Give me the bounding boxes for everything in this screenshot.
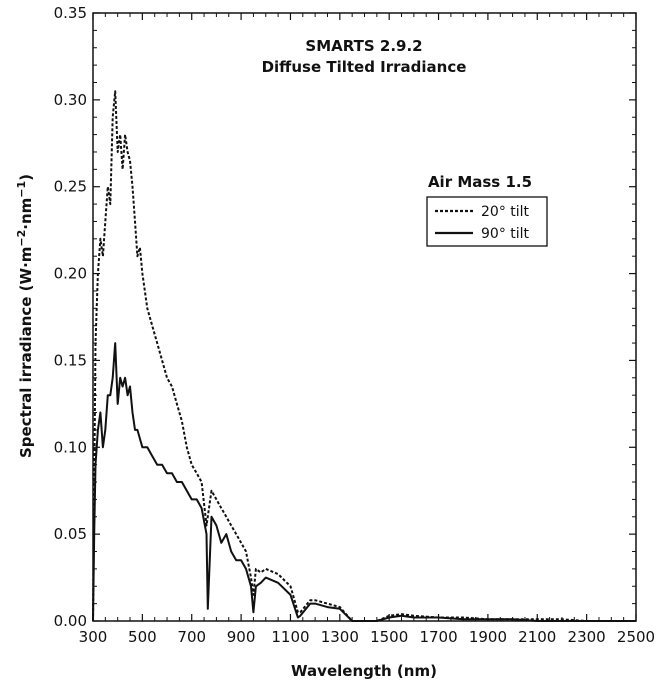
legend-title: Air Mass 1.5 <box>428 173 532 191</box>
x-tick-label: 700 <box>177 628 206 646</box>
x-tick-label: 500 <box>128 628 157 646</box>
legend-label-20: 20° tilt <box>481 204 530 220</box>
series-line-90-tilt <box>92 342 636 622</box>
y-tick-label: 0.00 <box>54 612 87 630</box>
x-tick-label: 1100 <box>271 628 309 646</box>
x-axis-title: Wavelength (nm) <box>291 662 437 680</box>
x-tick-label: 2100 <box>518 628 556 646</box>
y-tick-labels: 0.00 0.05 0.10 0.15 0.20 0.25 0.30 0.35 <box>54 4 87 630</box>
legend: Air Mass 1.5 20° tilt 90° tilt <box>426 173 548 247</box>
y-axis-title: Spectral irradiance (W·m−2·nm−1) <box>15 174 35 458</box>
x-tick-label: 900 <box>227 628 256 646</box>
x-tick-label: 300 <box>79 628 108 646</box>
x-tick-label: 1900 <box>469 628 507 646</box>
x-tick-label: 2300 <box>568 628 606 646</box>
x-tick-labels: 300 500 700 900 1100 1300 1500 1700 1900 2100 2300… <box>79 628 655 646</box>
y-axis-title-mid: ·nm <box>17 198 35 230</box>
tick-marks <box>92 12 637 622</box>
y-axis-title-end: ) <box>17 174 35 181</box>
plot-frame <box>92 12 637 622</box>
series-layer <box>92 90 636 622</box>
y-tick-label: 0.35 <box>54 4 87 22</box>
y-axis-title-main: Spectral irradiance (W·m <box>17 247 35 458</box>
series-line-20-tilt <box>92 90 636 622</box>
y-axis-title-sup2: −1 <box>15 181 28 198</box>
x-tick-label: 1500 <box>370 628 408 646</box>
y-tick-label: 0.05 <box>54 525 87 543</box>
legend-box <box>426 196 548 247</box>
y-tick-label: 0.25 <box>54 178 87 196</box>
y-tick-label: 0.30 <box>54 91 87 109</box>
y-tick-label: 0.15 <box>54 351 87 369</box>
chart-subtitle: Diffuse Tilted Irradiance <box>262 58 467 76</box>
y-axis-title-sup1: −2 <box>15 230 28 247</box>
x-tick-label: 2500 <box>617 628 655 646</box>
legend-label-90: 90° tilt <box>481 226 530 242</box>
x-tick-label: 1300 <box>321 628 359 646</box>
y-tick-label: 0.20 <box>54 265 87 283</box>
y-tick-label: 0.10 <box>54 438 87 456</box>
x-tick-label: 1700 <box>419 628 457 646</box>
chart-title: SMARTS 2.9.2 <box>305 37 422 55</box>
